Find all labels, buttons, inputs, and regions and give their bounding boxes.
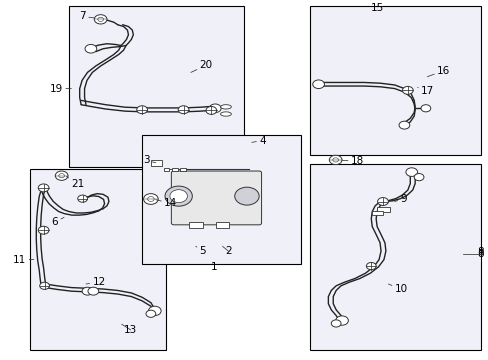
Text: 7: 7 — [79, 12, 94, 22]
Circle shape — [405, 168, 417, 176]
Text: 5: 5 — [195, 246, 206, 256]
Circle shape — [38, 184, 49, 192]
Text: 2: 2 — [222, 246, 231, 256]
Circle shape — [94, 15, 107, 24]
Circle shape — [209, 104, 221, 113]
Bar — [30, 169, 166, 350]
Text: 18: 18 — [341, 156, 363, 166]
Text: 14: 14 — [156, 198, 177, 208]
Text: 11: 11 — [13, 255, 34, 265]
Circle shape — [398, 121, 409, 129]
Bar — [180, 168, 185, 171]
Bar — [215, 222, 229, 228]
Bar — [188, 222, 202, 228]
Circle shape — [143, 194, 158, 204]
Circle shape — [40, 282, 49, 289]
Text: 21: 21 — [66, 176, 84, 189]
Circle shape — [329, 155, 341, 165]
Text: 10: 10 — [387, 284, 407, 294]
Circle shape — [88, 287, 99, 295]
Circle shape — [413, 174, 423, 181]
Text: 19: 19 — [50, 84, 71, 94]
Circle shape — [330, 320, 340, 327]
Circle shape — [148, 306, 161, 316]
FancyBboxPatch shape — [171, 171, 261, 225]
Text: 20: 20 — [190, 60, 212, 72]
Circle shape — [78, 195, 87, 202]
Circle shape — [169, 190, 187, 203]
Bar — [310, 6, 480, 155]
Circle shape — [164, 186, 192, 206]
Text: 16: 16 — [427, 66, 449, 77]
Circle shape — [205, 107, 216, 114]
Bar — [310, 164, 480, 350]
Circle shape — [234, 187, 259, 205]
Ellipse shape — [220, 112, 231, 116]
Circle shape — [146, 310, 156, 318]
Circle shape — [55, 171, 68, 180]
Circle shape — [82, 287, 93, 295]
Bar — [377, 207, 389, 212]
Bar — [371, 211, 382, 215]
Circle shape — [366, 262, 375, 270]
Circle shape — [335, 316, 347, 325]
Text: 17: 17 — [417, 86, 433, 96]
Text: 1: 1 — [210, 262, 217, 272]
Circle shape — [38, 226, 49, 234]
Text: 13: 13 — [122, 324, 137, 335]
Circle shape — [137, 106, 147, 114]
Circle shape — [178, 106, 188, 114]
Bar — [163, 168, 169, 171]
Circle shape — [377, 198, 387, 206]
Circle shape — [85, 44, 97, 53]
Text: 6: 6 — [52, 217, 64, 227]
Text: 3: 3 — [142, 155, 156, 165]
Bar — [69, 6, 244, 167]
Text: 4: 4 — [251, 136, 265, 145]
Text: 8: 8 — [476, 247, 483, 257]
Bar — [172, 168, 178, 171]
Circle shape — [312, 80, 324, 89]
Bar — [151, 159, 162, 166]
Text: 12: 12 — [86, 277, 105, 287]
Text: 9: 9 — [394, 194, 407, 204]
Bar — [142, 135, 300, 264]
Ellipse shape — [220, 105, 231, 109]
Text: 15: 15 — [370, 3, 383, 13]
Circle shape — [420, 105, 430, 112]
Text: 8: 8 — [476, 248, 483, 258]
Circle shape — [402, 86, 412, 94]
